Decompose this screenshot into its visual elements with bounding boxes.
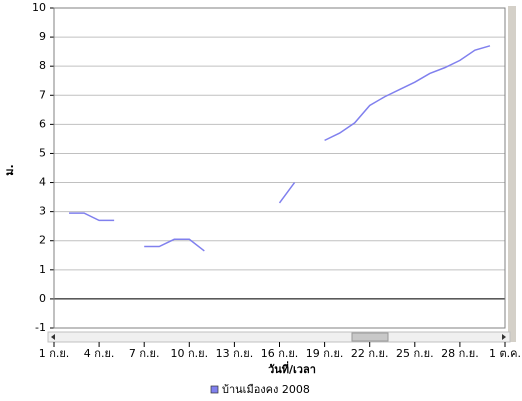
y-tick-label: 8 xyxy=(39,59,46,72)
y-tick-label: 6 xyxy=(39,117,46,130)
x-tick-label: 7 ก.ย. xyxy=(129,347,160,360)
y-tick-label: -1 xyxy=(35,321,46,334)
y-tick-label: 10 xyxy=(32,1,46,14)
x-tick-label: 28 ก.ย. xyxy=(441,347,479,360)
x-tick-label: 22 ก.ย. xyxy=(351,347,389,360)
legend-swatch xyxy=(210,385,219,394)
y-tick-label: 9 xyxy=(39,30,46,43)
y-tick-label: 7 xyxy=(39,88,46,101)
plot-border xyxy=(53,7,506,329)
x-tick-label: 25 ก.ย. xyxy=(396,347,434,360)
y-tick-label: 3 xyxy=(39,205,46,218)
y-axis-label: ม. xyxy=(3,164,16,175)
scrollbar[interactable] xyxy=(47,331,511,343)
y-tick-label: 4 xyxy=(39,176,46,189)
scrollbar-thumb[interactable] xyxy=(351,332,389,342)
y-tick-label: 1 xyxy=(39,263,46,276)
scroll-left[interactable] xyxy=(51,334,55,340)
x-tick-label: 1 ต.ค. xyxy=(489,347,521,360)
y-tick-label: 0 xyxy=(39,292,46,305)
side-bar xyxy=(508,6,516,342)
x-tick-label: 13 ก.ย. xyxy=(216,347,254,360)
scroll-right[interactable] xyxy=(502,334,506,340)
legend-label: บ้านเมืองคง 2008 xyxy=(222,383,310,396)
x-tick-label: 19 ก.ย. xyxy=(306,347,344,360)
y-tick-label: 5 xyxy=(39,146,46,159)
x-tick-label: 10 ก.ย. xyxy=(171,347,209,360)
y-tick-label: 2 xyxy=(39,234,46,247)
x-tick-label: 4 ก.ย. xyxy=(84,347,115,360)
data-line xyxy=(69,45,491,252)
x-tick-label: 16 ก.ย. xyxy=(261,347,299,360)
x-axis-label: วันที่/เวลา xyxy=(268,361,316,376)
x-tick-label: 1 ก.ย. xyxy=(39,347,70,360)
